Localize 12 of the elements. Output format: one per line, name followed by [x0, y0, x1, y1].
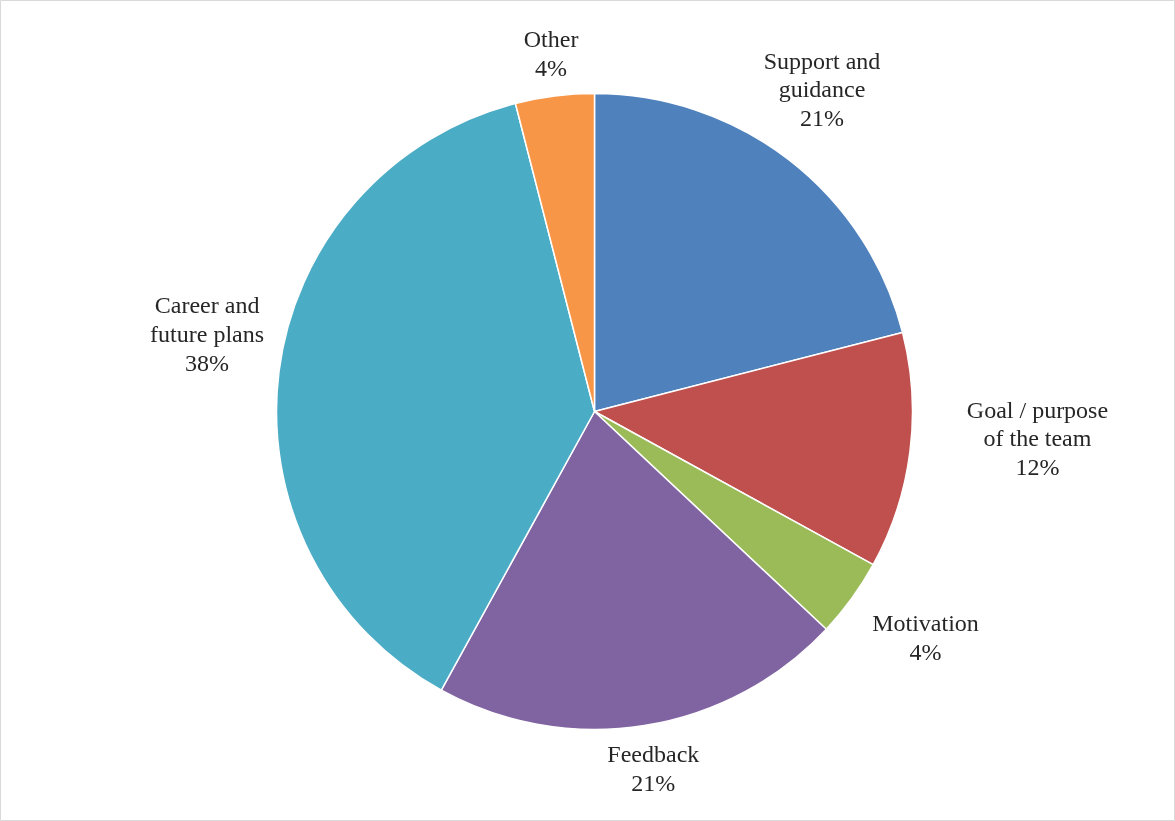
slice-label: Other [523, 25, 579, 52]
data-label: 12% [1015, 454, 1060, 481]
data-label: 38% [185, 349, 230, 376]
data-label: 4% [535, 54, 568, 81]
slice-label: Career and future plans [150, 291, 265, 347]
data-label: 21% [800, 105, 845, 132]
slice-label: Motivation [872, 610, 979, 636]
slice-label: Support and guidance [763, 47, 881, 103]
slice-label: Goal / purpose of the team [966, 396, 1109, 452]
data-label: 4% [909, 639, 942, 665]
slice-label: Feedback [607, 740, 700, 767]
data-label: 21% [631, 769, 676, 796]
